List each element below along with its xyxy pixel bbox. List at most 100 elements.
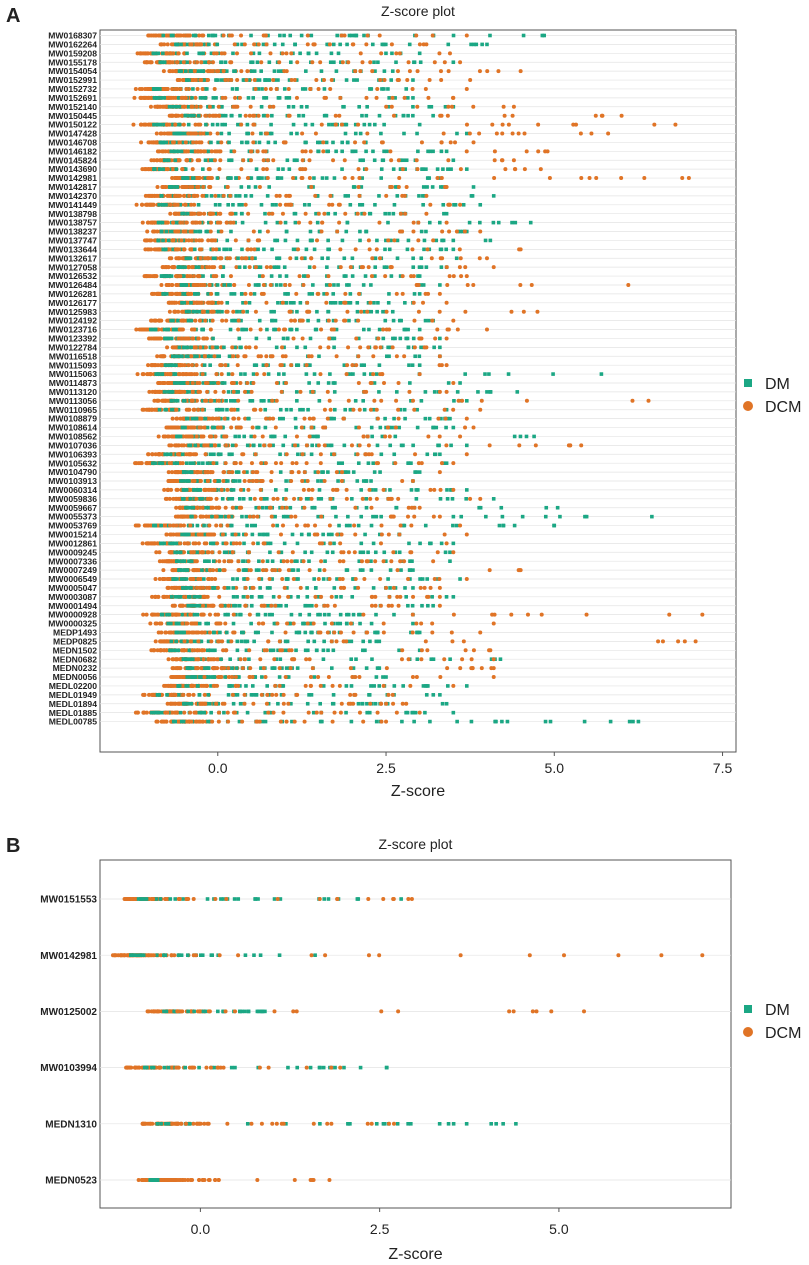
dcm-point <box>345 309 350 314</box>
dm-point <box>169 390 174 394</box>
dcm-point <box>230 407 235 412</box>
dcm-point <box>245 380 250 385</box>
dcm-point <box>235 78 240 83</box>
dm-point <box>392 416 396 421</box>
dcm-point <box>174 282 179 287</box>
y-tick-label: MW0137747 <box>48 236 97 246</box>
dcm-point <box>511 158 516 163</box>
dcm-point <box>271 158 276 163</box>
dm-point <box>382 69 387 73</box>
dm-point <box>303 87 308 91</box>
dm-point <box>375 238 379 243</box>
dcm-point <box>435 176 440 181</box>
dm-point <box>386 345 390 350</box>
dcm-point <box>162 265 167 270</box>
dm-point <box>284 229 289 234</box>
dcm-point <box>198 122 203 127</box>
dm-point <box>198 229 203 234</box>
dcm-point <box>516 131 521 136</box>
dcm-point <box>294 434 299 439</box>
dm-point <box>177 122 182 127</box>
dm-point <box>295 399 299 403</box>
dm-point <box>264 96 269 100</box>
dcm-point <box>324 300 329 305</box>
dm-point <box>168 185 173 189</box>
dm-point <box>364 229 368 234</box>
dcm-point <box>252 122 257 127</box>
dm-point <box>263 113 267 118</box>
dcm-point <box>310 60 315 65</box>
y-tick-label: MW0108614 <box>48 423 97 433</box>
dm-point <box>185 211 190 216</box>
dm-point <box>449 443 453 448</box>
dcm-point <box>165 220 170 225</box>
dm-point <box>222 345 226 350</box>
dm-point <box>223 60 228 65</box>
dcm-point <box>342 33 347 38</box>
dm-point <box>439 185 443 189</box>
dcm-point <box>221 33 226 38</box>
dm-point <box>406 327 410 332</box>
dcm-point <box>203 380 208 385</box>
dm-point <box>291 122 296 127</box>
dcm-point <box>366 443 371 448</box>
dm-point <box>228 176 232 180</box>
dcm-point <box>231 309 236 314</box>
dm-point <box>258 265 263 269</box>
dcm-point <box>411 220 416 225</box>
dcm-point <box>341 416 346 421</box>
dcm-point <box>202 282 207 287</box>
dcm-point <box>223 461 228 466</box>
dm-point <box>427 104 432 109</box>
dm-point <box>446 381 451 385</box>
dm-point <box>269 274 274 278</box>
dcm-point <box>280 51 285 56</box>
dcm-point <box>265 176 270 181</box>
dm-point <box>296 452 300 457</box>
dcm-point <box>342 176 347 181</box>
dcm-point <box>316 211 321 216</box>
y-tick-label: MW0146182 <box>48 146 97 156</box>
dcm-point <box>161 149 166 154</box>
dm-point <box>362 122 367 127</box>
dcm-point <box>253 345 258 350</box>
dm-point <box>180 211 184 216</box>
dm-point <box>478 202 483 207</box>
dcm-point <box>444 336 449 341</box>
dcm-point <box>277 60 282 65</box>
dm-point <box>362 407 367 412</box>
dm-point <box>340 167 344 171</box>
dcm-point <box>289 51 294 56</box>
dcm-point <box>413 452 418 457</box>
dm-point <box>206 354 211 359</box>
dcm-point <box>444 389 449 394</box>
dm-point <box>315 309 319 314</box>
dm-point <box>362 33 366 38</box>
dcm-point <box>239 33 244 38</box>
dcm-point <box>172 202 177 207</box>
dm-point <box>208 452 213 457</box>
dm-point <box>187 309 191 314</box>
dm-point <box>282 87 287 91</box>
dcm-point <box>194 434 199 439</box>
dm-point <box>247 301 252 305</box>
dcm-point <box>161 69 166 74</box>
dm-point <box>254 113 259 118</box>
x-tick-label: 0.0 <box>208 760 228 776</box>
dm-point <box>252 69 257 73</box>
dm-point <box>313 327 318 332</box>
dcm-point <box>259 60 264 65</box>
dcm-point <box>405 78 410 83</box>
dm-point <box>372 60 376 65</box>
dcm-point <box>133 461 138 466</box>
dcm-point <box>164 425 169 430</box>
dcm-point <box>212 265 217 270</box>
dcm-point <box>181 122 186 127</box>
dcm-point <box>141 407 146 412</box>
dm-point <box>491 220 496 225</box>
dcm-point <box>164 122 169 127</box>
dm-point <box>478 220 482 225</box>
dcm-point <box>259 461 264 466</box>
dm-point <box>189 345 193 350</box>
dcm-point <box>435 327 440 332</box>
